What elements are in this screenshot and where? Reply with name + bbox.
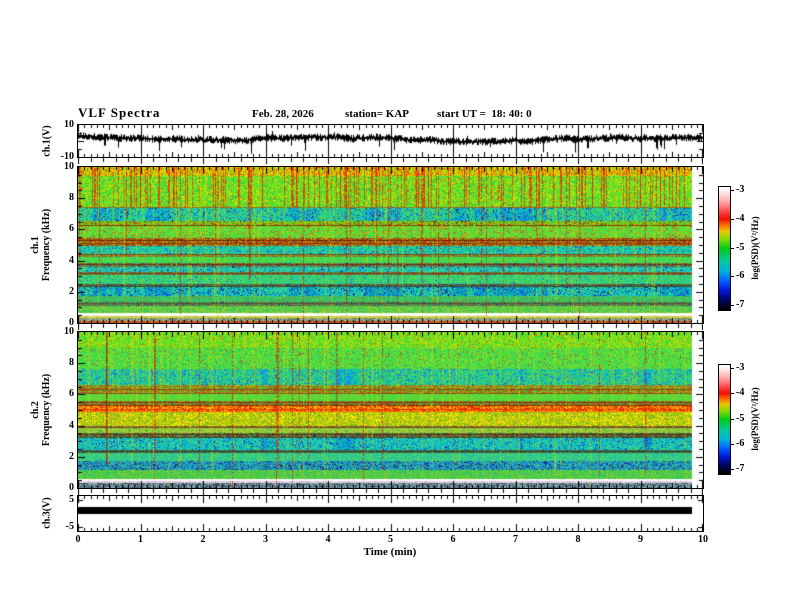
- colorbar-tick-mark: [730, 419, 734, 420]
- colorbar-tick-label: -4: [736, 213, 745, 224]
- y-tick-label: -5: [65, 520, 74, 532]
- x-tick-label: 10: [698, 534, 708, 545]
- ch1-spectrogram-panel: [77, 166, 704, 324]
- y-tick-label: 2: [69, 450, 74, 462]
- x-tick-label: 2: [200, 534, 206, 545]
- x-tick-label: 0: [75, 534, 81, 545]
- x-tick-label: 1: [138, 534, 143, 545]
- ch2-spectrogram-canvas: [78, 332, 703, 488]
- header-station: station= KAP: [345, 108, 410, 120]
- colorbar-tick-label: -3: [736, 184, 745, 195]
- colorbar-tick-label: -6: [736, 270, 745, 281]
- colorbar-tick-mark: [730, 305, 734, 306]
- colorbar-tick-label: -7: [736, 463, 745, 474]
- y-tick-label: -10: [60, 151, 74, 162]
- y-tick-label: 10: [64, 161, 74, 172]
- ch1-spectrogram-canvas: [78, 167, 703, 323]
- colorbar-tick-mark: [730, 393, 734, 394]
- ch1-voltage-panel: [77, 124, 704, 158]
- ylabel-line1: ch.1: [30, 236, 41, 254]
- ylabel-line2: Frequency (kHz): [41, 208, 52, 282]
- y-tick-label: 8: [69, 192, 74, 204]
- ch2-spectrogram-panel: [77, 331, 704, 489]
- colorbar-tick-mark: [730, 190, 734, 191]
- x-tick-label: 5: [388, 534, 393, 545]
- colorbar-ch1-label: log(PSD)(V²/Hz): [750, 216, 760, 280]
- gap-ticks-3: [78, 489, 703, 495]
- y-tick-label: 0: [69, 482, 74, 493]
- ch2-spectrogram-ylabel: ch.2 Frequency (kHz): [30, 374, 52, 446]
- colorbar-tick-mark: [730, 368, 734, 369]
- y-tick-label: 6: [69, 388, 74, 400]
- y-tick-label: 5: [69, 494, 74, 506]
- colorbar-ch1-gradient: [719, 187, 730, 310]
- colorbar-tick-label: -5: [736, 413, 745, 424]
- colorbar-tick-mark: [730, 444, 734, 445]
- colorbar-tick-label: -3: [736, 362, 745, 373]
- colorbar-ch2-gradient: [719, 365, 730, 474]
- x-tick-label: 9: [638, 534, 643, 545]
- y-tick-label: 10: [64, 326, 74, 337]
- y-tick-label: 6: [69, 223, 74, 235]
- x-tick-label: 7: [513, 534, 518, 545]
- colorbar-tick-label: -4: [736, 387, 745, 398]
- y-tick-label: 4: [69, 419, 74, 431]
- x-tick-label: 3: [263, 534, 268, 545]
- x-axis-label: Time (min): [363, 546, 417, 558]
- colorbar-tick-mark: [730, 219, 734, 220]
- x-tick-label: 6: [450, 534, 456, 545]
- y-tick-label: 2: [69, 285, 74, 297]
- ch3-voltage-panel: [77, 495, 704, 532]
- colorbar-tick-label: -5: [736, 242, 745, 253]
- y-tick-label: 0: [69, 317, 74, 328]
- colorbar-ch2-label: log(PSD)(V²/Hz): [750, 387, 760, 451]
- gap-ticks-1: [78, 158, 703, 166]
- ch3-bar-canvas: [78, 496, 703, 531]
- header-start-ut: start UT = 18: 40: 0: [437, 108, 532, 120]
- header-date: Feb. 28, 2026: [252, 108, 314, 120]
- x-tick-label: 4: [325, 534, 331, 545]
- ylabel-line2: Frequency (kHz): [41, 373, 52, 447]
- figure-title: VLF Spectra: [78, 105, 161, 120]
- x-tick-label: 8: [575, 534, 581, 545]
- y-tick-label: 10: [64, 119, 74, 130]
- colorbar-tick-label: -7: [736, 299, 745, 310]
- y-tick-label: 8: [69, 357, 74, 369]
- ylabel-line1: ch.2: [30, 401, 41, 419]
- colorbar-tick-mark: [730, 469, 734, 470]
- colorbar-tick-mark: [730, 248, 734, 249]
- ch1-waveform-canvas: [78, 125, 703, 157]
- ch1-spectrogram-ylabel: ch.1 Frequency (kHz): [30, 209, 52, 281]
- colorbar-tick-mark: [730, 276, 734, 277]
- colorbar-tick-label: -6: [736, 438, 745, 449]
- gap-ticks-2: [78, 324, 703, 331]
- y-tick-label: 4: [69, 254, 74, 266]
